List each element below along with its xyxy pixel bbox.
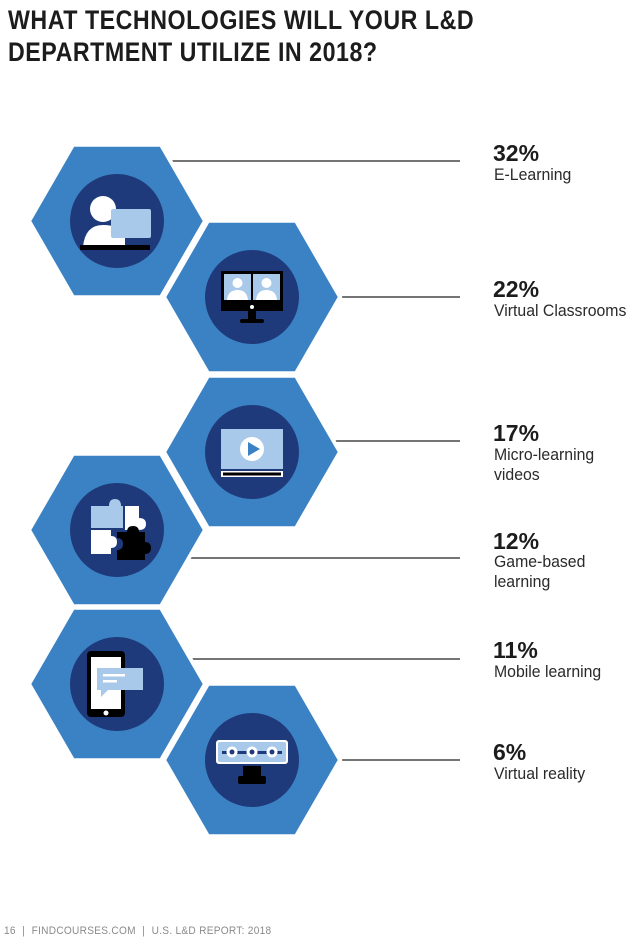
category-label: Virtual Classrooms	[494, 301, 627, 320]
vr-headset-icon	[216, 740, 288, 784]
icon-badge	[70, 483, 164, 577]
technology-item	[26, 142, 208, 300]
footer-report: U.S. L&D REPORT: 2018	[151, 925, 272, 937]
technology-item	[26, 451, 208, 609]
mobile-chat-icon	[87, 651, 143, 717]
technology-item	[26, 605, 208, 763]
category-label: Micro-learning videos	[494, 445, 595, 484]
value-label: 6%	[493, 739, 527, 765]
puzzle-icon	[91, 499, 151, 560]
footer-separator: |	[22, 925, 26, 937]
category-label: Game-based learning	[494, 552, 586, 591]
footer-page-number: 16	[4, 925, 16, 937]
value-label: 32%	[493, 140, 540, 166]
elearning-icon	[80, 196, 151, 250]
value-label: 12%	[493, 528, 540, 554]
video-play-icon	[221, 429, 283, 477]
page-footer: 16 | FINDCOURSES.COM | U.S. L&D REPORT: 2018	[4, 925, 271, 937]
footer-separator: |	[142, 925, 146, 937]
category-label: E-Learning	[494, 165, 572, 184]
value-label: 17%	[493, 420, 540, 446]
chart-title: WHAT TECHNOLOGIES WILL YOUR L&D DEPARTME…	[8, 5, 475, 67]
virtual-classroom-icon	[221, 271, 283, 323]
technology-item	[161, 373, 343, 531]
footer-site: FINDCOURSES.COM	[31, 925, 136, 937]
value-label: 22%	[493, 276, 540, 302]
technology-item	[161, 681, 343, 839]
category-label: Mobile learning	[494, 662, 602, 681]
technology-item	[161, 218, 343, 376]
category-label: Virtual reality	[494, 764, 586, 783]
value-label: 11%	[493, 637, 538, 663]
